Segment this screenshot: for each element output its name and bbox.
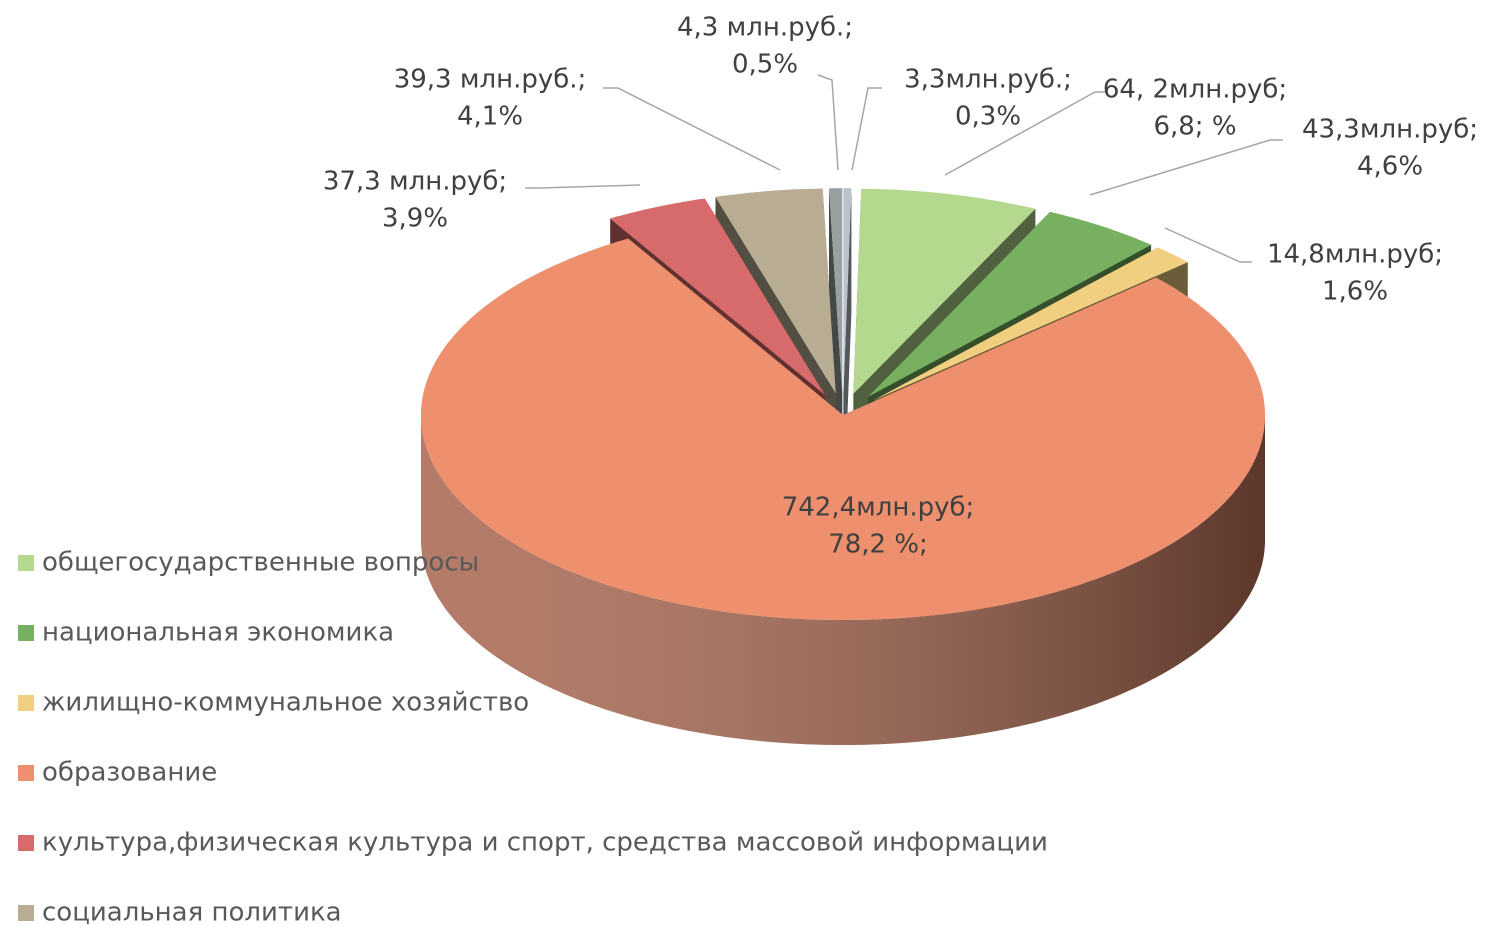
data-label: 4,3 млн.руб.; (677, 13, 853, 43)
slice (715, 188, 836, 394)
legend-label: образование (42, 758, 217, 788)
slice (610, 198, 825, 395)
data-label: 1,6% (1322, 277, 1388, 307)
data-label: 14,8млн.руб; (1267, 240, 1443, 270)
data-label: 3,3млн.руб.; (904, 65, 1072, 95)
data-label: 3,9% (382, 204, 448, 234)
leader-line (851, 87, 882, 171)
leader-line (525, 184, 641, 189)
slice-side-shade (421, 415, 1265, 745)
leader-line (1164, 227, 1252, 263)
slice (868, 211, 1152, 397)
legend-swatch (18, 905, 34, 921)
slice (853, 188, 1036, 394)
data-label: 39,3 млн.руб.; (394, 65, 587, 95)
data-label: 0,5% (732, 50, 798, 80)
slice (421, 238, 1265, 620)
slice (874, 247, 1188, 400)
data-label: 4,6% (1357, 152, 1423, 182)
leader-line (944, 91, 1108, 176)
legend-swatch (18, 835, 34, 851)
legend-label: национальная экономика (42, 618, 394, 648)
legend-label: культура,физическая культура и спорт, ср… (42, 828, 1048, 858)
data-label: 742,4млн.руб; (782, 493, 975, 523)
slice (829, 188, 843, 394)
data-label: 4,1% (457, 102, 523, 132)
data-label: 6,8; % (1153, 112, 1236, 142)
data-label: 78,2 %; (828, 530, 928, 560)
slice (843, 188, 852, 394)
leader-line (1089, 139, 1283, 196)
legend-label: жилищно-коммунальное хозяйство (42, 688, 529, 718)
leader-line (603, 87, 781, 171)
legend-swatch (18, 555, 34, 571)
legend-swatch (18, 765, 34, 781)
legend-swatch (18, 625, 34, 641)
leader-line (817, 74, 839, 171)
legend-label: общегосударственные вопросы (42, 548, 479, 578)
data-label: 0,3% (955, 102, 1021, 132)
data-label: 43,3млн.руб; (1302, 115, 1478, 145)
legend-label: социальная политика (42, 898, 342, 925)
data-label: 64, 2млн.руб; (1103, 75, 1287, 105)
legend-swatch (18, 695, 34, 711)
data-label: 37,3 млн.руб; (323, 167, 507, 197)
